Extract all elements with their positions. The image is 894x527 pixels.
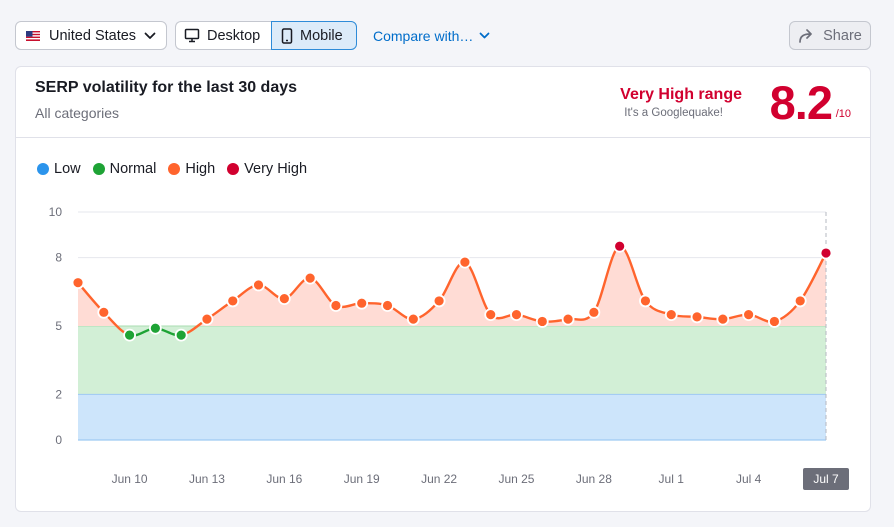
band-normal <box>78 326 826 395</box>
card-subtitle: All categories <box>35 105 120 121</box>
mobile-button[interactable]: Mobile <box>271 21 357 50</box>
x-tick-label: Jul 1 <box>659 472 685 486</box>
volatility-chart: 0 2 5 8 10 Jun 10 Jun 13 Jun 16 Jun 19 Jun 22 Jun … <box>49 205 849 490</box>
legend-label-high: High <box>185 161 216 177</box>
legend-dot-very-high <box>227 163 240 175</box>
data-point <box>639 294 652 308</box>
country-select[interactable]: United States <box>15 21 167 50</box>
x-tick-label: Jun 16 <box>266 472 302 486</box>
data-point <box>819 246 833 260</box>
data-point <box>742 308 756 322</box>
data-point <box>329 299 343 312</box>
x-tick-label: Jul 4 <box>736 472 762 486</box>
x-tick-label: Jun 13 <box>189 472 225 486</box>
data-point <box>768 315 781 328</box>
desktop-button[interactable]: Desktop <box>175 21 271 50</box>
data-point <box>613 239 627 253</box>
data-point <box>432 294 446 308</box>
legend-item-very-high[interactable]: Very High <box>227 161 307 177</box>
data-point <box>226 294 240 308</box>
data-point <box>587 305 601 319</box>
x-tick-label: Jun 25 <box>498 472 534 486</box>
data-point <box>123 328 136 342</box>
data-point <box>381 299 394 312</box>
data-point <box>561 312 575 326</box>
data-point <box>71 276 85 290</box>
volatility-card: SERP volatility for the last 30 days All… <box>15 66 871 512</box>
data-point <box>458 255 472 269</box>
range-label: Very High range <box>620 86 742 103</box>
data-point <box>535 315 549 328</box>
country-label: United States <box>49 27 137 44</box>
data-point <box>200 312 214 326</box>
mobile-icon <box>281 27 293 44</box>
y-tick-label: 2 <box>55 387 62 401</box>
legend-label-low: Low <box>54 161 81 177</box>
data-point <box>252 278 265 292</box>
data-point <box>355 296 369 310</box>
us-flag-icon <box>26 30 40 41</box>
x-tick-label: Jun 22 <box>421 472 457 486</box>
x-tick-label: Jun 19 <box>344 472 380 486</box>
data-point <box>148 321 162 335</box>
chevron-down-icon <box>144 32 156 39</box>
range-note: It's a Googlequake! <box>624 107 723 119</box>
y-tick-label: 0 <box>55 433 62 447</box>
mobile-label: Mobile <box>300 27 343 44</box>
chart-legend: Low Normal High Very High <box>37 161 319 177</box>
data-point <box>510 308 523 322</box>
chevron-down-icon <box>479 32 490 39</box>
data-point <box>406 312 420 326</box>
y-tick-label: 8 <box>55 251 62 265</box>
x-tick-highlight <box>803 468 849 490</box>
band-low <box>78 394 826 440</box>
legend-dot-high <box>168 163 181 175</box>
volatility-score: 8.2 <box>769 76 833 129</box>
desktop-label: Desktop <box>207 27 261 44</box>
legend-label-normal: Normal <box>109 161 157 177</box>
data-point <box>97 305 111 319</box>
y-tick-label: 5 <box>55 319 62 333</box>
data-point <box>690 310 704 324</box>
legend-item-high[interactable]: High <box>168 161 215 177</box>
high-area <box>78 246 826 326</box>
data-point <box>303 271 317 285</box>
card-title: SERP volatility for the last 30 days <box>35 79 298 96</box>
data-point <box>174 328 188 342</box>
compare-label: Compare with… <box>373 27 474 44</box>
desktop-icon <box>184 28 200 43</box>
share-button[interactable]: Share <box>789 21 871 50</box>
x-tick-label: Jul 7 <box>813 472 839 486</box>
compare-dropdown[interactable]: Compare with… <box>373 21 490 50</box>
score-max: /10 <box>835 108 851 120</box>
legend-item-low[interactable]: Low <box>37 161 81 177</box>
x-tick-label: Jun 10 <box>112 472 148 486</box>
y-tick-label: 10 <box>49 205 63 219</box>
card-header: SERP volatility for the last 30 days All… <box>16 67 870 138</box>
legend-item-normal[interactable]: Normal <box>92 161 157 177</box>
legend-dot-normal <box>92 163 105 175</box>
data-point <box>793 294 807 308</box>
x-tick-label: Jun 28 <box>576 472 612 486</box>
data-point <box>484 308 498 322</box>
data-point <box>716 312 730 326</box>
device-switch: Desktop Mobile <box>175 21 357 50</box>
share-arrow-icon <box>799 28 812 43</box>
share-label: Share <box>823 27 862 44</box>
toolbar: United States Desktop Mobile Compare wit… <box>15 21 871 50</box>
legend-label-very-high: Very High <box>244 161 308 177</box>
data-point <box>664 308 678 322</box>
legend-dot-low <box>37 163 49 175</box>
data-point <box>277 292 291 306</box>
